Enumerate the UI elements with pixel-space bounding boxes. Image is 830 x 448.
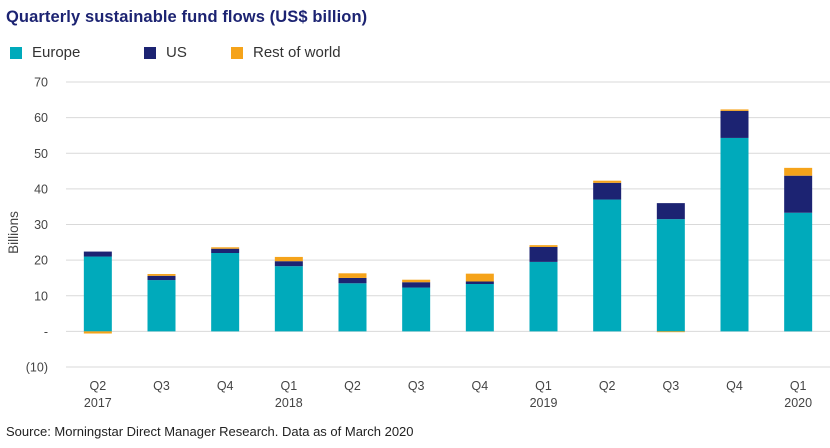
bar-us: [784, 175, 813, 213]
y-tick-label: 70: [34, 76, 48, 90]
bar-us: [338, 277, 367, 284]
x-tick-label: Q4: [217, 379, 234, 393]
bar-rest-of-world: [529, 245, 558, 247]
legend-swatch-europe: [10, 46, 22, 59]
y-tick-label: 30: [34, 218, 48, 232]
x-tick-label: Q3: [153, 379, 170, 393]
x-tick-label: Q2: [344, 379, 361, 393]
x-tick-year-label: 2017: [84, 396, 112, 410]
x-tick-label: Q2: [89, 379, 106, 393]
y-tick-label: 10: [34, 289, 48, 303]
bar-us: [83, 251, 112, 257]
x-tick-label: Q4: [726, 379, 743, 393]
bar-europe: [402, 287, 431, 332]
bar-europe: [720, 137, 749, 332]
y-axis-title: Billions: [6, 211, 21, 254]
chart-title: Quarterly sustainable fund flows (US$ bi…: [6, 8, 368, 26]
bar-europe: [784, 212, 813, 332]
x-tick-label: Q1: [535, 379, 552, 393]
bar-europe: [593, 199, 622, 332]
bar-us: [593, 182, 622, 200]
bar-us: [402, 282, 431, 288]
bar-europe: [465, 283, 494, 332]
bar-europe: [147, 280, 176, 332]
legend-item-us: US: [144, 44, 187, 61]
bar-us: [211, 248, 240, 253]
legend-swatch-us: [144, 46, 156, 59]
source-note: Source: Morningstar Direct Manager Resea…: [6, 424, 414, 439]
x-tick-label: Q4: [471, 379, 488, 393]
bar-europe: [656, 219, 685, 332]
y-tick-label: 20: [34, 254, 48, 268]
bar-us: [529, 246, 558, 262]
bar-rest-of-world: [784, 167, 813, 176]
legend-item-rest-of-world: Rest of world: [231, 44, 341, 61]
bar-us: [465, 281, 494, 284]
legend-label-europe: Europe: [32, 44, 81, 61]
bar-rest-of-world: [338, 273, 367, 278]
bar-rest-of-world: [465, 273, 494, 282]
y-tick-label: 60: [34, 111, 48, 125]
y-tick-label: -: [44, 325, 48, 339]
y-tick-label: 50: [34, 147, 48, 161]
x-tick-label: Q3: [662, 379, 679, 393]
legend: Europe US Rest of world: [10, 44, 530, 64]
legend-item-europe: Europe: [10, 44, 80, 61]
bar-us: [274, 261, 303, 267]
bar-europe: [274, 266, 303, 332]
bar-europe: [338, 283, 367, 332]
x-tick-year-label: 2020: [784, 396, 812, 410]
bar-us: [656, 203, 685, 220]
bar-us: [147, 275, 176, 281]
bar-rest-of-world: [593, 180, 622, 183]
bar-rest-of-world: [147, 274, 176, 276]
legend-label-us: US: [166, 44, 187, 61]
x-tick-year-label: 2019: [530, 396, 558, 410]
bar-europe: [529, 261, 558, 332]
bar-europe: [83, 256, 112, 332]
y-tick-label: (10): [26, 361, 48, 375]
bar-europe: [211, 253, 240, 332]
x-tick-label: Q1: [280, 379, 297, 393]
bar-us: [720, 110, 749, 138]
legend-label-rest-of-world: Rest of world: [253, 44, 341, 61]
bar-rest-of-world: [656, 331, 685, 333]
y-tick-label: 40: [34, 182, 48, 196]
bar-rest-of-world: [211, 247, 240, 249]
x-tick-label: Q1: [790, 379, 807, 393]
bar-rest-of-world: [402, 279, 431, 283]
legend-swatch-rest-of-world: [231, 46, 243, 59]
bar-rest-of-world: [83, 331, 112, 334]
x-tick-year-label: 2018: [275, 396, 303, 410]
x-tick-label: Q2: [599, 379, 616, 393]
bar-rest-of-world: [720, 109, 749, 111]
x-tick-label: Q3: [408, 379, 425, 393]
bar-rest-of-world: [274, 256, 303, 262]
